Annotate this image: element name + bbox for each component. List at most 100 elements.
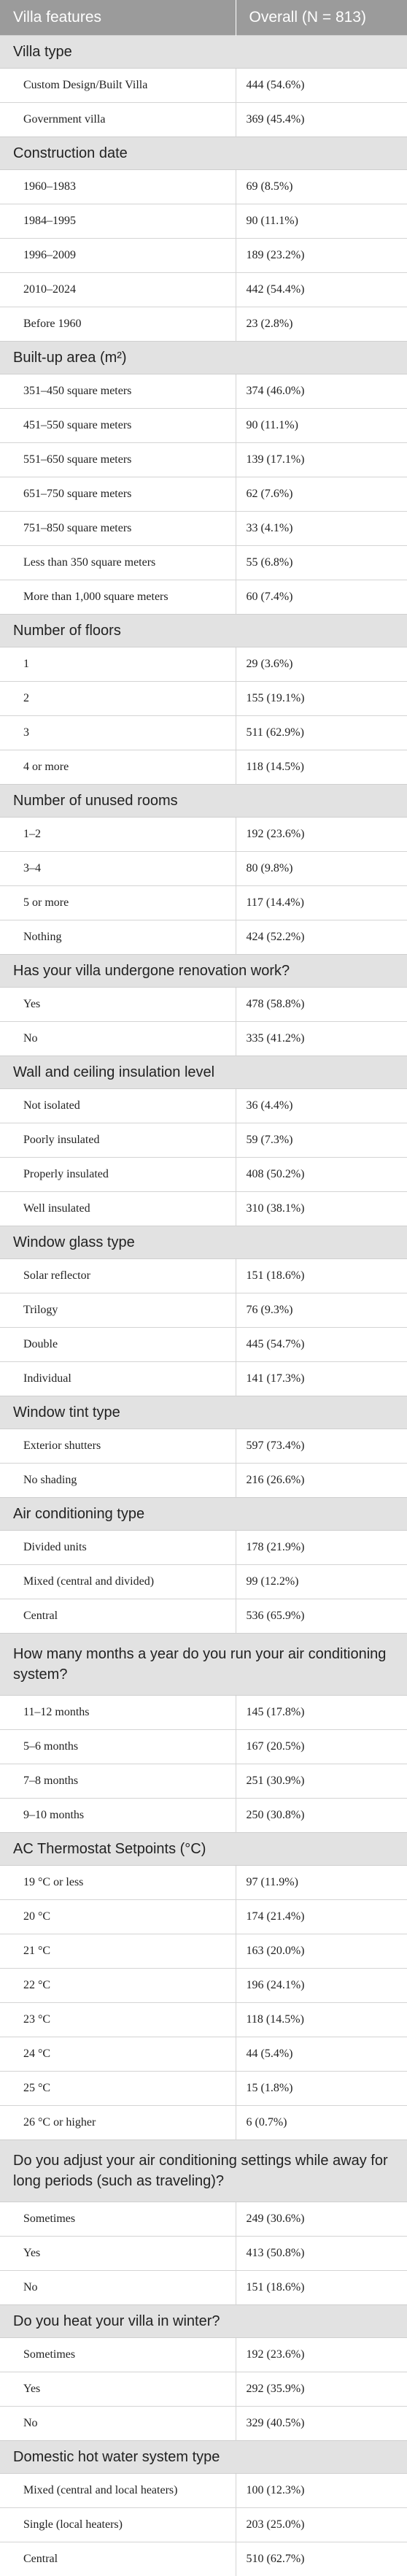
row-label: Exterior shutters	[0, 1429, 236, 1464]
section-row: Window glass type	[0, 1226, 407, 1259]
row-value: 442 (54.4%)	[236, 273, 407, 307]
row-label: 3	[0, 716, 236, 750]
section-row: Built-up area (m²)	[0, 342, 407, 374]
row-label: Nothing	[0, 920, 236, 955]
section-row: Number of floors	[0, 615, 407, 647]
section-row: How many months a year do you run your a…	[0, 1634, 407, 1696]
row-value: 118 (14.5%)	[236, 750, 407, 785]
row-label: 3–4	[0, 852, 236, 886]
row-value: 59 (7.3%)	[236, 1123, 407, 1158]
row-label: Sometimes	[0, 2338, 236, 2372]
section-title: Number of unused rooms	[0, 785, 407, 818]
row-label: Mixed (central and local heaters)	[0, 2474, 236, 2508]
row-label: Central	[0, 2542, 236, 2576]
row-value: 55 (6.8%)	[236, 546, 407, 580]
row-label: 26 °C or higher	[0, 2106, 236, 2140]
row-value: 151 (18.6%)	[236, 2271, 407, 2305]
section-title: How many months a year do you run your a…	[0, 1634, 407, 1696]
section-title: Domestic hot water system type	[0, 2441, 407, 2474]
row-value: 329 (40.5%)	[236, 2407, 407, 2441]
row-label: 19 °C or less	[0, 1866, 236, 1900]
row-label: More than 1,000 square meters	[0, 580, 236, 615]
row-label: 1–2	[0, 818, 236, 852]
row-label: 23 °C	[0, 2003, 236, 2037]
row-value: 33 (4.1%)	[236, 512, 407, 546]
section-row: Domestic hot water system type	[0, 2441, 407, 2474]
row-label: 2010–2024	[0, 273, 236, 307]
row-label: Poorly insulated	[0, 1123, 236, 1158]
row-value: 151 (18.6%)	[236, 1259, 407, 1293]
row-label: 7–8 months	[0, 1764, 236, 1799]
section-title: Window glass type	[0, 1226, 407, 1259]
row-value: 444 (54.6%)	[236, 69, 407, 103]
row-label: Yes	[0, 988, 236, 1022]
header-overall: Overall (N = 813)	[236, 0, 407, 36]
section-title: Has your villa undergone renovation work…	[0, 955, 407, 988]
row-value: 216 (26.6%)	[236, 1464, 407, 1498]
row-label: No shading	[0, 1464, 236, 1498]
row-value: 69 (8.5%)	[236, 170, 407, 204]
row-value: 29 (3.6%)	[236, 647, 407, 682]
section-title: Do you heat your villa in winter?	[0, 2305, 407, 2338]
row-value: 76 (9.3%)	[236, 1293, 407, 1328]
row-value: 192 (23.6%)	[236, 2338, 407, 2372]
table-row: Mixed (central and local heaters)100 (12…	[0, 2474, 407, 2508]
row-label: Less than 350 square meters	[0, 546, 236, 580]
row-value: 6 (0.7%)	[236, 2106, 407, 2140]
row-value: 249 (30.6%)	[236, 2202, 407, 2237]
header-villa-features: Villa features	[0, 0, 236, 36]
row-value: 196 (24.1%)	[236, 1969, 407, 2003]
row-value: 424 (52.2%)	[236, 920, 407, 955]
section-row: Do you heat your villa in winter?	[0, 2305, 407, 2338]
table-row: Mixed (central and divided)99 (12.2%)	[0, 1565, 407, 1599]
row-label: 1960–1983	[0, 170, 236, 204]
row-label: No	[0, 2271, 236, 2305]
row-label: Solar reflector	[0, 1259, 236, 1293]
row-label: 11–12 months	[0, 1696, 236, 1730]
row-value: 167 (20.5%)	[236, 1730, 407, 1764]
row-value: 90 (11.1%)	[236, 409, 407, 443]
row-label: Not isolated	[0, 1089, 236, 1123]
row-label: 4 or more	[0, 750, 236, 785]
section-row: Air conditioning type	[0, 1498, 407, 1531]
row-label: Divided units	[0, 1531, 236, 1565]
row-value: 597 (73.4%)	[236, 1429, 407, 1464]
section-title: Window tint type	[0, 1396, 407, 1429]
section-row: Number of unused rooms	[0, 785, 407, 818]
row-value: 62 (7.6%)	[236, 477, 407, 512]
row-value: 189 (23.2%)	[236, 239, 407, 273]
row-label: Yes	[0, 2237, 236, 2271]
row-value: 250 (30.8%)	[236, 1799, 407, 1833]
row-value: 155 (19.1%)	[236, 682, 407, 716]
row-value: 192 (23.6%)	[236, 818, 407, 852]
row-label: 5–6 months	[0, 1730, 236, 1764]
section-row: AC Thermostat Setpoints (°C)	[0, 1833, 407, 1866]
